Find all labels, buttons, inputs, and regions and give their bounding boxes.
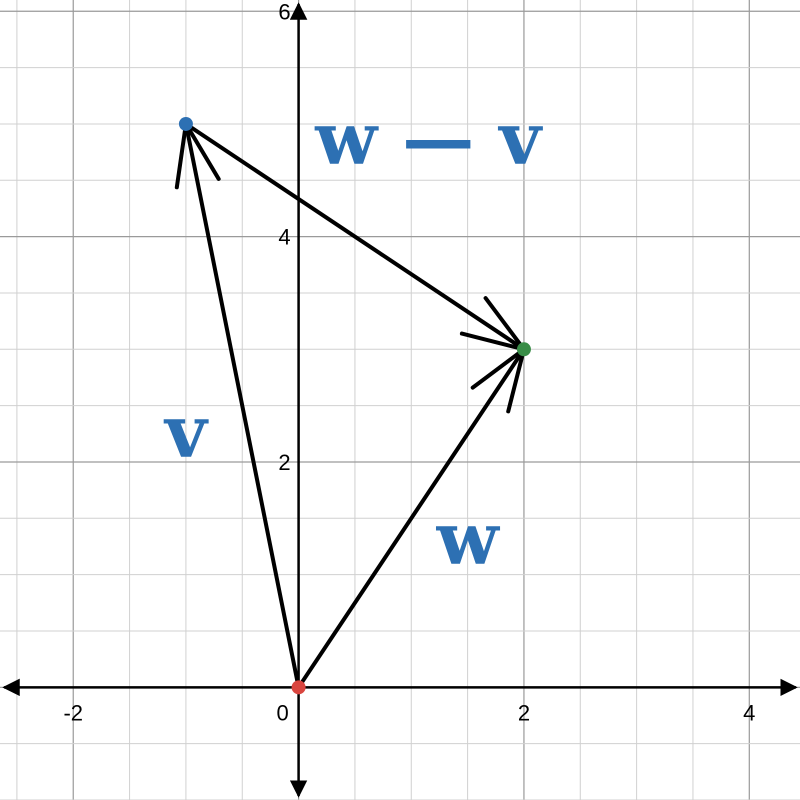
vector-w-arrowhead — [506, 347, 526, 414]
vectors — [174, 121, 526, 690]
vector-v-shaft — [183, 121, 301, 690]
y-tick-label: 6 — [278, 0, 290, 24]
vector-w-minus-v-shaft — [183, 121, 526, 352]
x-tick-label: 4 — [743, 700, 755, 725]
vector-w-minus-v — [183, 121, 526, 352]
vector-w-minus-v-arrowhead — [459, 331, 526, 352]
vector-v-arrowhead — [183, 121, 221, 181]
vector-w — [296, 347, 526, 690]
vector-w-arrowhead — [470, 347, 526, 390]
point-v-tip — [178, 116, 193, 131]
point-origin — [291, 680, 306, 695]
x-tick-label: 2 — [518, 700, 530, 725]
y-tick-label: 2 — [278, 450, 290, 475]
point-w-tip — [516, 342, 531, 357]
x-tick-label: -2 — [63, 700, 83, 725]
vector-label: v — [163, 388, 209, 473]
vector-w-shaft — [296, 347, 526, 690]
vector-label: w — [436, 495, 501, 580]
y-tick-label: 4 — [278, 225, 290, 250]
x-tick-label: 0 — [276, 700, 288, 725]
vector-v — [174, 121, 301, 690]
vector-label: w — v — [314, 95, 543, 180]
vector-v-arrowhead — [174, 121, 188, 190]
labels: v w w — v — [163, 95, 543, 580]
points — [178, 116, 531, 695]
vector-w-minus-v-arrowhead — [483, 296, 526, 352]
